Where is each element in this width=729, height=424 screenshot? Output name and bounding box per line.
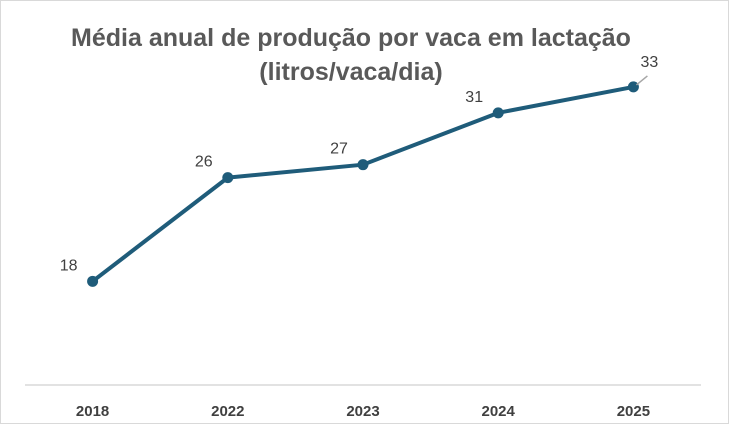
x-axis-ticks: 2018 2022 2023 2024 2025 bbox=[76, 403, 650, 420]
x-tick-label-2024: 2024 bbox=[482, 403, 516, 420]
chart-title: Média anual de produção por vaca em lact… bbox=[71, 24, 631, 86]
data-label-2023: 27 bbox=[330, 141, 348, 158]
data-label-leader-line bbox=[635, 75, 648, 86]
data-label-2022: 26 bbox=[195, 154, 213, 171]
data-point-2024 bbox=[492, 107, 504, 119]
x-tick-label-2025: 2025 bbox=[617, 403, 650, 420]
data-point-2025 bbox=[627, 81, 639, 93]
x-tick-label-2023: 2023 bbox=[346, 403, 379, 420]
data-point-2022 bbox=[222, 172, 234, 184]
data-labels: 18 26 27 31 33 bbox=[60, 54, 659, 274]
data-label-2025: 33 bbox=[641, 54, 659, 71]
x-tick-label-2022: 2022 bbox=[211, 403, 244, 420]
data-label-2024: 31 bbox=[465, 89, 483, 106]
series-line bbox=[90, 84, 636, 284]
data-point-2018 bbox=[87, 275, 99, 287]
series-group bbox=[87, 81, 639, 287]
data-label-2018: 18 bbox=[60, 257, 78, 274]
data-point-2023 bbox=[357, 159, 369, 171]
x-tick-label-2018: 2018 bbox=[76, 403, 109, 420]
